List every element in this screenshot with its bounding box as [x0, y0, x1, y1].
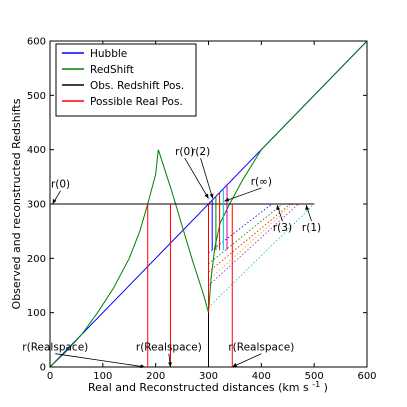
legend-entry-2: Obs. Redshift Pos. — [90, 80, 184, 92]
y-tick-label: 400 — [27, 145, 46, 156]
y-tick-label: 300 — [27, 200, 46, 211]
dotted-line-5 — [208, 203, 294, 281]
annotation-label-2: r(2) — [191, 146, 210, 158]
y-tick-label: 500 — [27, 91, 46, 102]
y-tick-label: 100 — [27, 308, 46, 319]
x-tick-label: 300 — [199, 371, 218, 382]
x-axis-label: Real and Reconstructed distances (km s -… — [88, 380, 328, 394]
annotation-arrowhead-2 — [209, 193, 214, 199]
annotation-label-3: r(∞) — [251, 176, 272, 188]
dotted-line-0 — [208, 203, 273, 254]
dotted-line-3 — [208, 203, 315, 308]
annotation-label-4: r(3) — [273, 222, 292, 234]
x-tick-label: 100 — [93, 371, 112, 382]
annotation-arrow-1 — [184, 157, 209, 199]
series-redshift — [50, 41, 367, 367]
legend-entry-0: Hubble — [90, 48, 127, 60]
annotation-label-8: r(Realspace) — [228, 342, 294, 354]
x-tick-label: 600 — [357, 371, 376, 382]
x-tick-label: 200 — [146, 371, 165, 382]
annotation-label-0: r(0) — [51, 179, 70, 191]
y-axis-label: Observed and reconstructed Redshifts — [10, 98, 23, 309]
annotation-label-1: r(0) — [175, 146, 194, 158]
legend: Hubble RedShift Obs. Redshift Pos. Possible… — [55, 43, 197, 117]
annotation-arrowhead-3 — [224, 197, 230, 202]
legend-box — [55, 43, 197, 117]
y-tick-label: 0 — [40, 363, 46, 374]
annotation-arrowhead-1 — [204, 193, 209, 199]
annotation-label-5: r(1) — [302, 222, 321, 234]
annotation-arrowhead-0 — [52, 199, 57, 204]
annotation-arrowhead-7 — [168, 362, 172, 367]
annotation-arrowhead-5 — [305, 205, 310, 210]
legend-entry-1: RedShift — [90, 64, 134, 76]
annotation-label-6: r(Realspace) — [22, 342, 88, 354]
annotation-arrow-3 — [224, 187, 262, 202]
annotation-label-7: r(Realspace) — [136, 342, 202, 354]
annotation-arrow-2 — [200, 157, 214, 199]
y-tick-label: 600 — [27, 37, 46, 48]
annotation-arrow-6 — [55, 353, 146, 368]
annotation-arrowhead-4 — [276, 205, 281, 210]
x-tick-label: 400 — [252, 371, 271, 382]
annotation-arrowhead-8 — [232, 363, 238, 367]
dotted-line-2 — [208, 203, 291, 273]
y-tick-label: 200 — [27, 254, 46, 265]
annotation-arrowhead-6 — [140, 364, 146, 369]
annotation-arrow-8 — [232, 353, 262, 368]
legend-entry-3: Possible Real Pos. — [90, 96, 183, 108]
x-tick-label: 0 — [47, 371, 53, 382]
x-tick-label: 500 — [305, 371, 324, 382]
dotted-line-4 — [208, 203, 299, 286]
